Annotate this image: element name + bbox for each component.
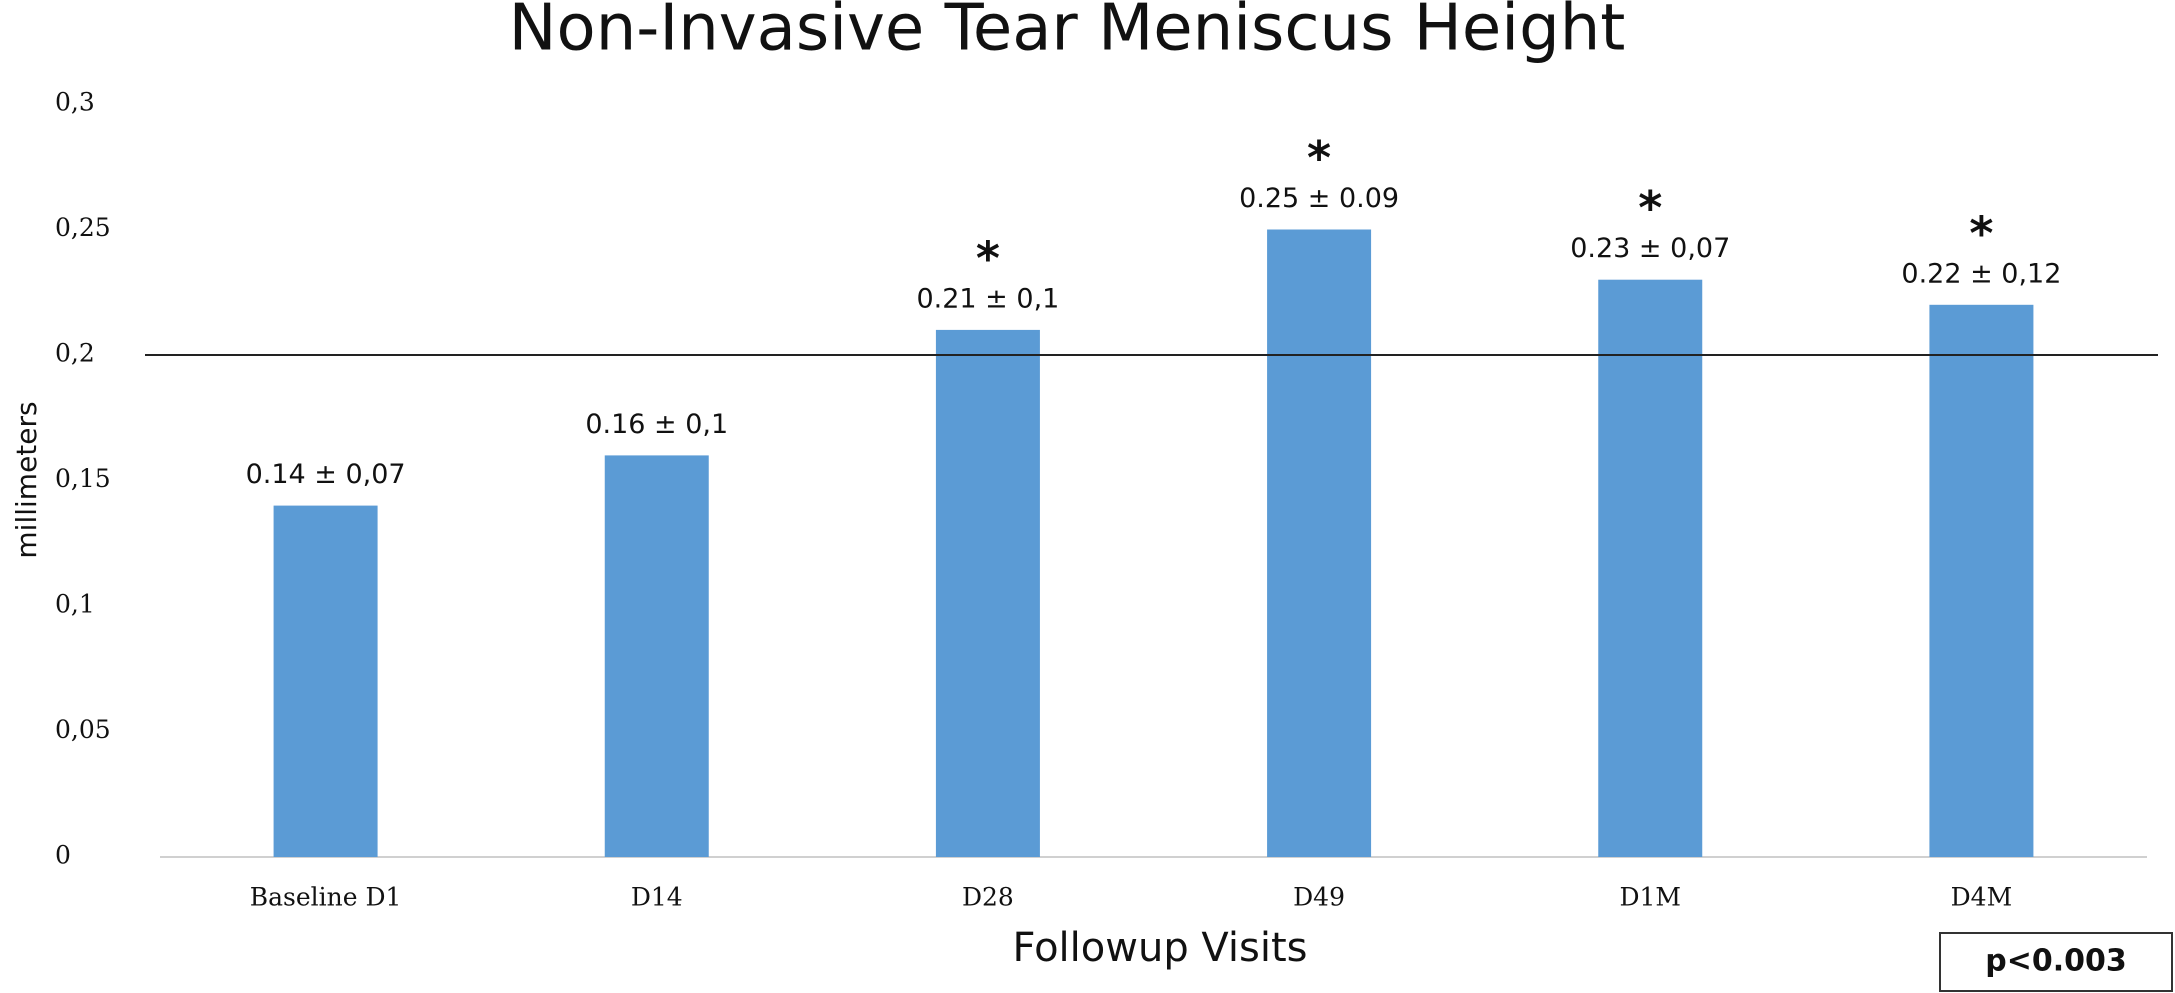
bar (1267, 229, 1372, 857)
y-tick-label: 0,25 (55, 213, 111, 242)
y-tick-label: 0,3 (55, 88, 95, 117)
p-value: p<0.003 (1985, 944, 2127, 979)
p-value-box (1939, 932, 2173, 992)
significance-mark: * (1969, 206, 1993, 260)
chart-title: Non-Invasive Tear Meniscus Height (509, 0, 1626, 66)
value-label: 0.22 ± 0,12 (1901, 258, 2061, 289)
bar (935, 329, 1040, 857)
x-tick-label: D49 (1293, 883, 1345, 912)
value-label: 0.23 ± 0,07 (1570, 233, 1730, 264)
bar (1598, 279, 1703, 857)
y-tick-label: 0,1 (55, 590, 95, 619)
value-label: 0.16 ± 0,1 (585, 409, 728, 440)
value-label: 0.25 ± 0.09 (1239, 183, 1399, 214)
bar (604, 455, 709, 857)
bar (1929, 304, 2034, 857)
x-tick-label: Baseline D1 (250, 883, 402, 912)
y-tick-label: 0 (55, 841, 71, 870)
value-label: 0.21 ± 0,1 (916, 283, 1059, 314)
significance-mark: * (1307, 131, 1331, 185)
y-tick-label: 0,2 (55, 339, 95, 368)
y-tick-label: 0,15 (55, 464, 111, 493)
y-axis-label: millimeters (10, 401, 43, 558)
x-tick-label: D28 (962, 883, 1014, 912)
x-tick-label: D1M (1619, 883, 1681, 912)
value-label: 0.14 ± 0,07 (246, 459, 406, 490)
y-tick-label: 0,05 (55, 715, 111, 744)
significance-mark: * (1638, 181, 1662, 235)
x-axis-label: Followup Visits (1013, 925, 1308, 971)
bar (273, 505, 378, 857)
significance-mark: * (976, 231, 1000, 285)
x-tick-label: D4M (1951, 883, 2013, 912)
x-tick-label: D14 (631, 883, 683, 912)
